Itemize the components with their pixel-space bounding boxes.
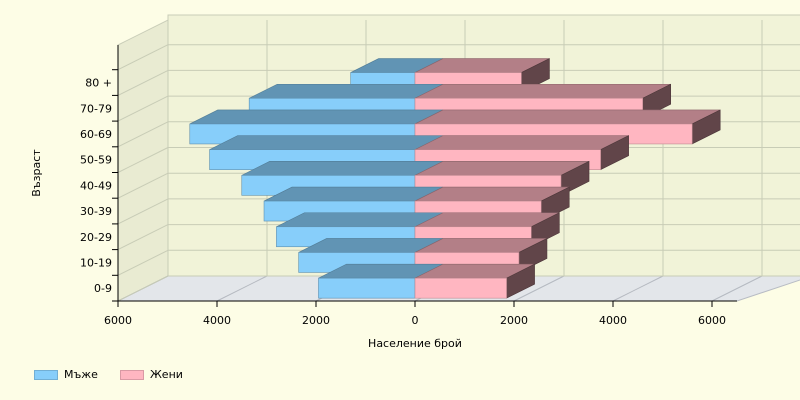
x-tick-label: 4000 bbox=[203, 314, 231, 327]
left-wall-grid-line bbox=[117, 198, 169, 225]
y-tick-label-30-39: 30-39 bbox=[80, 205, 112, 218]
legend-item-men: Мъже bbox=[34, 368, 98, 381]
x-axis-title: Население брой bbox=[368, 337, 462, 350]
y-axis-title: Възраст bbox=[30, 149, 43, 197]
y-tick-label-80 +: 80 + bbox=[85, 77, 112, 90]
legend-swatch-men bbox=[34, 369, 58, 380]
bar-men-top-60-69 bbox=[189, 109, 444, 125]
floor-grid-line bbox=[513, 275, 565, 302]
bar-men-top-20-29 bbox=[276, 212, 444, 228]
bar-women-top-50-59 bbox=[414, 135, 629, 150]
bar-men-0-9 bbox=[318, 277, 416, 299]
bar-women-0-9 bbox=[414, 277, 507, 299]
left-wall-grid-line bbox=[117, 95, 169, 122]
y-tick-label-50-59: 50-59 bbox=[80, 154, 112, 167]
y-tick-label-60-69: 60-69 bbox=[80, 128, 112, 141]
left-wall-grid-line bbox=[117, 172, 169, 199]
legend: Мъже Жени bbox=[34, 368, 183, 381]
floor-grid-line bbox=[216, 275, 268, 302]
x-tick-label: 4000 bbox=[599, 314, 627, 327]
legend-item-women: Жени bbox=[119, 368, 183, 381]
y-tick-label-70-79: 70-79 bbox=[80, 102, 112, 115]
y-tick-label-40-49: 40-49 bbox=[80, 179, 112, 192]
y-tick-label-0-9: 0-9 bbox=[94, 282, 112, 295]
x-tick-label: 6000 bbox=[698, 314, 726, 327]
bar-women-top-70-79 bbox=[414, 83, 671, 99]
left-wall-grid-line bbox=[117, 121, 169, 148]
bar-women-top-40-49 bbox=[414, 161, 590, 176]
left-wall-grid-line bbox=[117, 275, 169, 302]
legend-label-men: Мъже bbox=[64, 368, 98, 381]
left-wall-grid-line bbox=[117, 147, 169, 173]
y-tick-label-20-29: 20-29 bbox=[80, 231, 112, 244]
x-tick-label: 0 bbox=[412, 314, 419, 327]
legend-swatch-women bbox=[119, 369, 144, 380]
legend-label-women: Жени bbox=[149, 368, 183, 381]
bar-women-top-60-69 bbox=[414, 109, 721, 125]
floor-grid-line bbox=[711, 275, 763, 302]
x-tick-label: 6000 bbox=[104, 314, 132, 327]
x-tick-label: 2000 bbox=[302, 314, 330, 327]
bar-men-top-70-79 bbox=[249, 83, 444, 99]
bar-men-top-30-39 bbox=[263, 186, 444, 202]
left-wall-grid-line bbox=[117, 44, 169, 71]
bar-men-top-40-49 bbox=[241, 161, 444, 176]
left-wall-grid-line bbox=[117, 224, 169, 251]
x-tick-label: 2000 bbox=[500, 314, 528, 327]
floor-grid-line bbox=[612, 275, 664, 302]
bar-men-top-50-59 bbox=[209, 135, 444, 150]
left-wall-grid-line bbox=[117, 69, 169, 96]
y-tick-label-10-19: 10-19 bbox=[80, 256, 112, 269]
left-wall-grid-line bbox=[117, 249, 169, 276]
